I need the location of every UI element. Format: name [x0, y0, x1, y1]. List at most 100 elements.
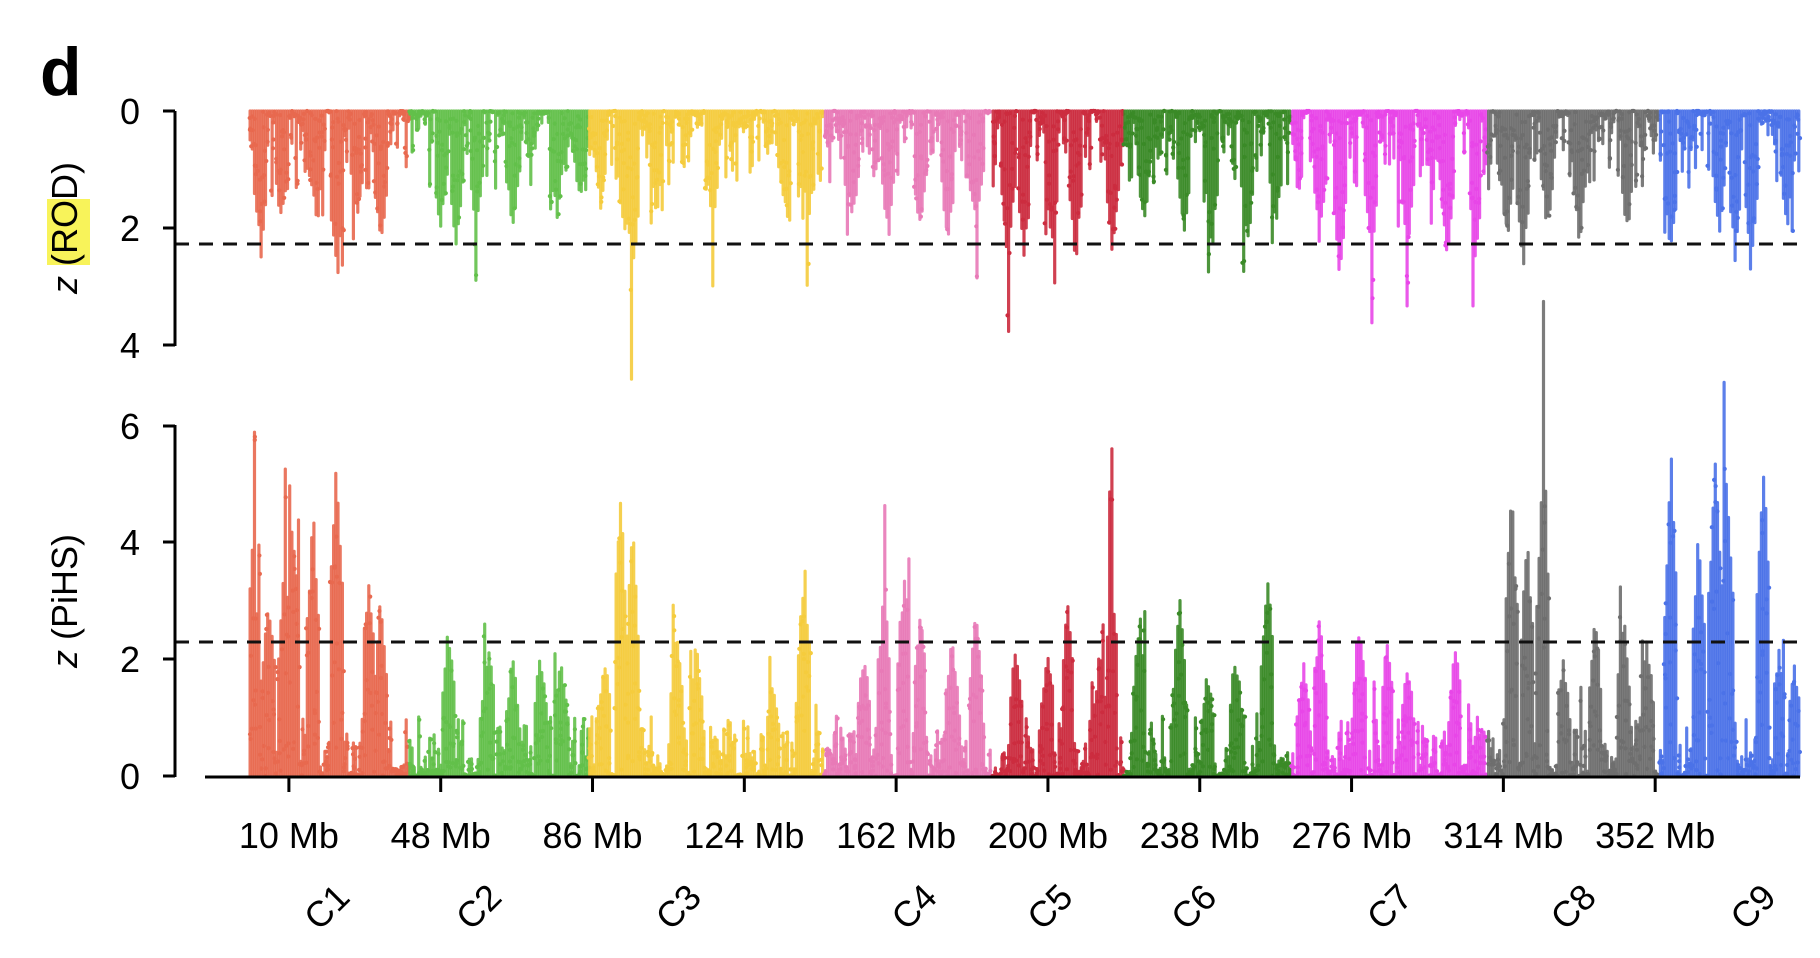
data-point — [766, 709, 771, 714]
rod-chromosome-c5 — [990, 108, 1126, 333]
data-point — [1404, 719, 1409, 724]
data-point — [1285, 140, 1290, 146]
data-point — [1012, 741, 1017, 746]
data-point — [1481, 169, 1486, 174]
data-point — [1522, 145, 1528, 150]
data-point — [352, 756, 358, 761]
data-point — [1298, 754, 1303, 759]
data-point — [1068, 143, 1074, 148]
data-point — [925, 163, 930, 169]
data-point — [1331, 142, 1337, 148]
data-point — [842, 757, 848, 762]
data-point — [1137, 624, 1142, 629]
data-point — [315, 186, 320, 192]
data-point — [1399, 140, 1404, 145]
data-point — [1320, 144, 1325, 149]
data-point — [727, 758, 732, 763]
data-point — [856, 163, 861, 168]
data-point — [924, 168, 929, 173]
data-point — [1641, 156, 1646, 162]
data-point — [460, 171, 465, 177]
data-point — [912, 154, 917, 159]
data-point — [1569, 128, 1574, 133]
data-point — [1232, 755, 1237, 761]
data-point — [345, 740, 350, 746]
data-point — [1397, 756, 1402, 761]
data-point — [1788, 140, 1793, 145]
data-point — [1177, 610, 1183, 616]
data-point — [481, 634, 486, 639]
pihs-chromosome-c3 — [586, 501, 826, 779]
data-point — [1756, 165, 1761, 170]
data-point — [510, 685, 515, 690]
data-point — [1303, 688, 1309, 693]
data-point — [1721, 125, 1726, 130]
data-point — [1005, 313, 1010, 318]
data-point — [835, 716, 840, 721]
data-point — [776, 755, 781, 760]
data-point — [477, 180, 482, 185]
data-point — [768, 690, 773, 695]
data-point — [676, 703, 682, 708]
data-point — [1412, 138, 1417, 143]
data-point — [991, 139, 997, 144]
data-point — [1544, 194, 1549, 199]
data-point — [1069, 708, 1074, 713]
data-point — [379, 675, 384, 681]
data-point — [672, 696, 677, 701]
data-point — [1254, 155, 1259, 160]
data-point — [857, 704, 862, 710]
data-point — [812, 117, 817, 123]
data-point — [1190, 109, 1195, 114]
data-point — [1701, 112, 1706, 118]
data-point — [650, 142, 655, 147]
data-point — [536, 761, 541, 766]
data-point — [996, 109, 1002, 114]
data-point — [395, 121, 400, 126]
data-point — [280, 134, 285, 139]
data-point — [936, 764, 941, 769]
data-point — [387, 726, 392, 731]
data-point — [1155, 126, 1160, 131]
data-point — [614, 157, 620, 162]
data-point — [986, 752, 991, 757]
data-point — [1152, 758, 1157, 763]
data-point — [600, 706, 605, 711]
data-point — [582, 717, 587, 722]
data-point — [1271, 120, 1276, 125]
data-point — [1047, 173, 1052, 178]
data-point — [286, 605, 291, 610]
data-point — [567, 747, 572, 752]
data-point — [658, 152, 664, 158]
data-point — [322, 126, 327, 131]
data-point — [1488, 154, 1493, 160]
data-point — [1380, 762, 1385, 767]
data-point — [599, 699, 604, 705]
data-point — [1269, 721, 1274, 726]
data-point — [1337, 737, 1343, 742]
data-point — [1143, 749, 1148, 755]
data-point — [260, 695, 265, 701]
data-point — [540, 728, 546, 734]
data-point — [639, 727, 644, 732]
data-point — [672, 709, 678, 714]
data-point — [410, 143, 415, 148]
data-point — [635, 705, 641, 710]
data-point — [1567, 171, 1572, 176]
data-point — [435, 153, 440, 158]
data-point — [1056, 142, 1061, 147]
data-point — [461, 721, 466, 726]
data-point — [1647, 110, 1653, 115]
data-point — [934, 126, 939, 131]
data-point — [810, 762, 816, 767]
data-point — [980, 688, 985, 693]
data-point — [1412, 721, 1417, 727]
data-point — [1407, 716, 1413, 721]
data-point — [357, 117, 362, 123]
data-point — [867, 123, 872, 128]
data-point — [1714, 151, 1719, 157]
data-point — [1212, 202, 1218, 207]
data-point — [770, 727, 775, 733]
data-point — [277, 738, 282, 744]
data-point — [519, 125, 524, 130]
